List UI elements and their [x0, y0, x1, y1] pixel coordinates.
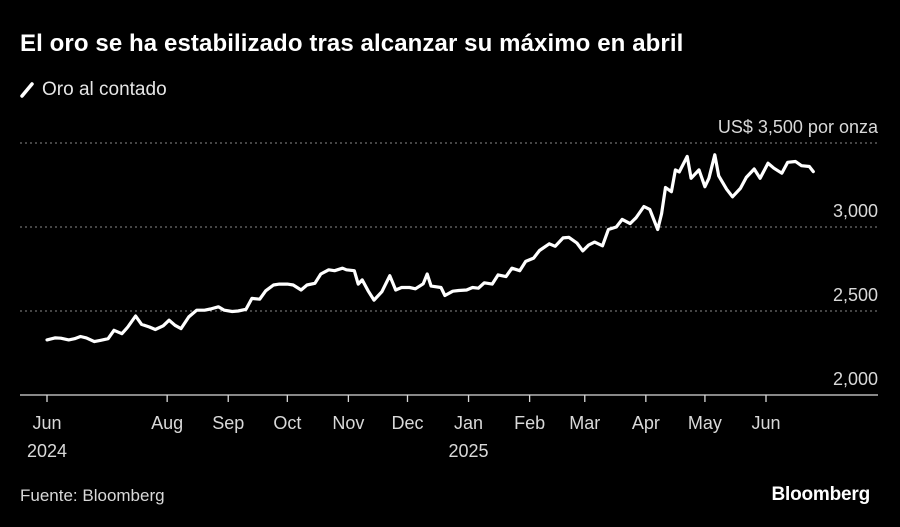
- x-tick-year-0: 2024: [27, 441, 67, 461]
- x-tick-label-0: Jun: [32, 413, 61, 433]
- x-tick-label-10: May: [688, 413, 722, 433]
- bloomberg-logo: Bloomberg: [771, 484, 871, 505]
- x-tick-label-7: Feb: [514, 413, 545, 433]
- gridlines: [20, 142, 878, 312]
- legend: Oro al contado: [20, 79, 167, 101]
- chart-title: El oro se ha estabilizado tras alcanzar …: [20, 30, 684, 57]
- x-tick-label-5: Dec: [391, 413, 423, 433]
- x-tick-label-9: Apr: [632, 413, 660, 433]
- x-tick-label-4: Nov: [332, 413, 364, 433]
- x-tick-label-3: Oct: [273, 413, 301, 433]
- y-axis-labels: US$ 3,500 por onza 3,000 2,500 2,000: [718, 117, 879, 389]
- x-tick-label-1: Aug: [151, 413, 183, 433]
- legend-label: Oro al contado: [42, 79, 167, 100]
- y-tick-label-3000: 3,000: [833, 201, 878, 221]
- y-tick-label-3500: US$ 3,500 por onza: [718, 117, 879, 137]
- y-tick-label-2000: 2,000: [833, 369, 878, 389]
- x-tick-label-11: Jun: [751, 413, 780, 433]
- x-tick-label-2: Sep: [212, 413, 244, 433]
- x-axis: Jun 2024 Aug Sep Oct Nov Dec Jan 2025 Feb Mar Apr Ma…: [20, 394, 878, 461]
- legend-line-icon: [20, 82, 34, 98]
- series-group: [45, 153, 815, 344]
- x-tick-year-6: 2025: [449, 441, 489, 461]
- y-tick-label-2500: 2,500: [833, 285, 878, 305]
- series-line-oro-al-contado: [45, 153, 815, 344]
- x-tick-label-8: Mar: [569, 413, 600, 433]
- x-tick-label-6: Jan: [454, 413, 483, 433]
- source-note: Fuente: Bloomberg: [20, 486, 165, 505]
